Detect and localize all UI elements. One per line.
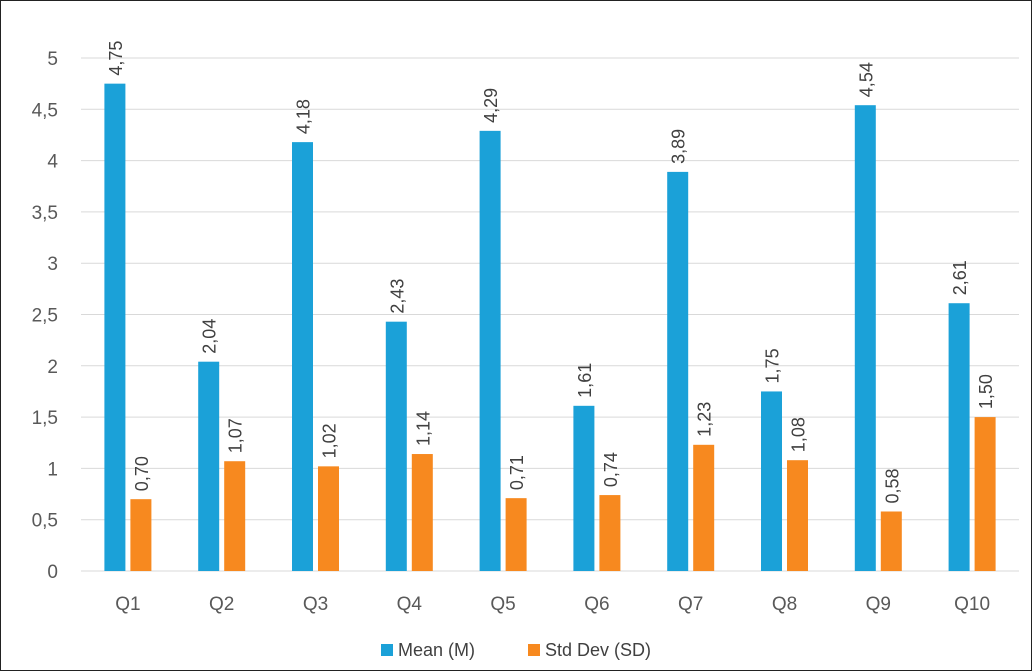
y-tick-label: 5 — [47, 49, 58, 70]
y-tick-label: 2 — [47, 357, 58, 378]
x-tick-label: Q4 — [397, 594, 423, 615]
legend-swatch-std-dev — [528, 644, 540, 656]
x-tick-label: Q1 — [115, 594, 140, 615]
bar-std-dev — [880, 511, 902, 571]
data-label-mean: 4,75 — [106, 41, 126, 76]
y-tick-label: 3 — [47, 254, 58, 275]
legend-label-std-dev: Std Dev (SD) — [545, 640, 651, 660]
data-label-mean: 4,18 — [294, 99, 314, 134]
x-tick-label: Q5 — [490, 594, 515, 615]
data-labels: 4,75 0,70 2,04 1,07 4,18 1,02 2,43 1,14 4,29 0,71… — [106, 41, 996, 504]
data-label-std-dev: 0,58 — [882, 468, 902, 503]
bar-mean — [198, 361, 220, 571]
bar-std-dev — [693, 444, 715, 571]
x-tick-label: Q6 — [584, 594, 609, 615]
bar-mean — [573, 405, 595, 571]
y-tick-label: 1 — [47, 459, 58, 480]
bar-std-dev — [411, 454, 433, 571]
y-tick-label: 4 — [47, 152, 58, 173]
data-label-std-dev: 0,71 — [507, 455, 527, 490]
legend: Mean (M) Std Dev (SD) — [381, 640, 651, 660]
data-label-std-dev: 1,23 — [695, 402, 715, 437]
x-tick-label: Q10 — [954, 594, 990, 615]
data-label-std-dev: 1,50 — [976, 374, 996, 409]
bar-std-dev — [599, 495, 621, 571]
data-label-std-dev: 1,07 — [226, 418, 246, 453]
bar-std-dev — [505, 498, 527, 571]
y-tick-label: 4,5 — [32, 100, 58, 121]
bar-mean — [292, 142, 313, 571]
data-label-std-dev: 1,14 — [413, 411, 433, 446]
data-label-mean: 2,61 — [950, 260, 970, 295]
y-axis-tick-labels: 0 0,5 1 1,5 2 2,5 3 3,5 4 4,5 5 — [32, 49, 59, 583]
data-label-mean: 4,54 — [856, 62, 876, 97]
data-label-mean: 1,75 — [763, 348, 783, 383]
bar-mean — [385, 321, 407, 571]
bar-mean — [854, 105, 876, 572]
legend-swatch-mean — [381, 644, 393, 656]
bar-mean — [104, 83, 126, 572]
legend-label-mean: Mean (M) — [398, 640, 475, 660]
bar-std-dev — [974, 417, 996, 571]
x-tick-label: Q8 — [772, 594, 797, 615]
x-tick-label: Q9 — [866, 594, 891, 615]
bars — [104, 83, 996, 572]
y-tick-label: 1,5 — [32, 408, 58, 429]
bar-mean — [761, 391, 782, 571]
data-label-std-dev: 0,74 — [601, 452, 621, 487]
x-tick-label: Q7 — [678, 594, 703, 615]
bar-mean — [667, 171, 689, 572]
y-tick-label: 0,5 — [32, 511, 58, 532]
bar-std-dev — [130, 499, 152, 571]
bar-std-dev — [787, 460, 808, 571]
gridlines — [81, 57, 1019, 572]
x-tick-label: Q3 — [303, 594, 328, 615]
y-tick-label: 0 — [47, 562, 58, 583]
data-label-std-dev: 1,08 — [789, 417, 809, 452]
data-label-mean: 2,04 — [200, 319, 220, 354]
bar-mean — [948, 303, 970, 571]
data-label-mean: 1,61 — [575, 363, 595, 398]
y-tick-label: 2,5 — [32, 306, 58, 327]
data-label-mean: 3,89 — [669, 129, 689, 164]
data-label-std-dev: 1,02 — [320, 423, 340, 458]
x-tick-label: Q2 — [209, 594, 234, 615]
bar-mean — [479, 130, 501, 571]
data-label-mean: 4,29 — [481, 88, 501, 123]
data-label-mean: 2,43 — [387, 279, 407, 314]
data-label-std-dev: 0,70 — [132, 456, 152, 491]
y-tick-label: 3,5 — [32, 203, 58, 224]
bar-std-dev — [318, 466, 339, 571]
x-axis-tick-labels: Q1 Q2 Q3 Q4 Q5 Q6 Q7 Q8 Q9 Q10 — [115, 594, 990, 615]
bar-std-dev — [224, 461, 246, 571]
